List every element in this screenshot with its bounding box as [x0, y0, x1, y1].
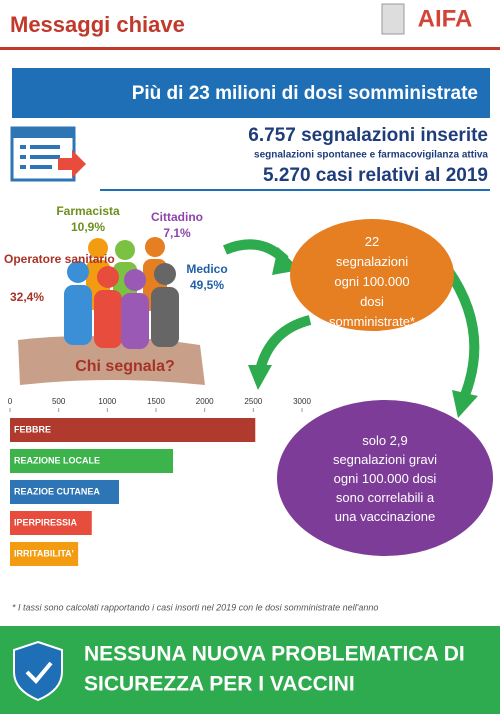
bubble [277, 400, 493, 556]
x-tick-label: 1000 [98, 397, 116, 406]
people-illustration [18, 237, 205, 385]
x-tick-label: 2000 [196, 397, 214, 406]
x-tick-label: 2500 [244, 397, 262, 406]
bar-label: REAZIONE LOCALE [14, 455, 100, 465]
bubble-text: 22 segnalazioni ogni 100.000 dosi somministr… [329, 234, 415, 329]
bubble [290, 219, 454, 331]
bar-label: IPERPIRESSIA [14, 517, 78, 527]
reporter-share: 49,5% [190, 278, 224, 292]
reporter-share: 32,4% [10, 290, 44, 304]
x-tick-label: 1500 [147, 397, 165, 406]
bar-label: REAZIOE CUTANEA [14, 486, 100, 496]
conclusion-line: NESSUNA NUOVA PROBLEMATICA DI [84, 643, 465, 666]
reporter-share: 7,1% [163, 226, 191, 240]
bar [10, 542, 79, 566]
bar-label: FEBBRE [14, 424, 51, 434]
x-tick-label: 0 [8, 397, 13, 406]
x-tick-label: 3000 [293, 397, 311, 406]
reporter-share: 10,9% [71, 220, 105, 234]
logo: AIFA [418, 5, 473, 32]
bar-chart: 0 500 1000 1500 2000 2500 3000 FEBBRE REAZIONE L… [8, 397, 311, 566]
shield-icon [13, 640, 63, 702]
bubble-text: solo 2,9 segnalazioni gravi ogni 100.000 d… [333, 433, 437, 524]
banner [12, 68, 490, 118]
conclusion-banner [0, 626, 500, 714]
bar [10, 449, 174, 473]
bar [10, 480, 120, 504]
x-tick-label: 500 [52, 397, 66, 406]
bar-label: IRRITABILITA' [14, 548, 74, 558]
footnote: * I tassi sono calcolati rapportando i c… [12, 602, 378, 612]
bar [10, 511, 92, 535]
question: Chi segnala? [75, 358, 175, 375]
stat-note: segnalazioni spontanee e farmacovigilanz… [254, 150, 488, 161]
reporter-name: Operatore sanitario [4, 252, 115, 266]
header-rule [0, 47, 500, 50]
reporter-name: Cittadino [151, 210, 203, 224]
reporter-name: Farmacista [56, 204, 120, 218]
stat-reports: 6.757 segnalazioni inserite [248, 125, 488, 146]
banner-text: Più di 23 milioni di dosi somministrate [132, 83, 478, 104]
stat-cases: 5.270 casi relativi al 2019 [263, 165, 488, 186]
emblem [381, 3, 405, 35]
reporter-name: Medico [186, 262, 227, 276]
header-title: Messaggi chiave [10, 12, 185, 37]
form-icon [10, 126, 86, 182]
rule [100, 189, 490, 191]
conclusion-line: SICUREZZA PER I VACCINI [84, 673, 355, 696]
bar [10, 418, 256, 442]
